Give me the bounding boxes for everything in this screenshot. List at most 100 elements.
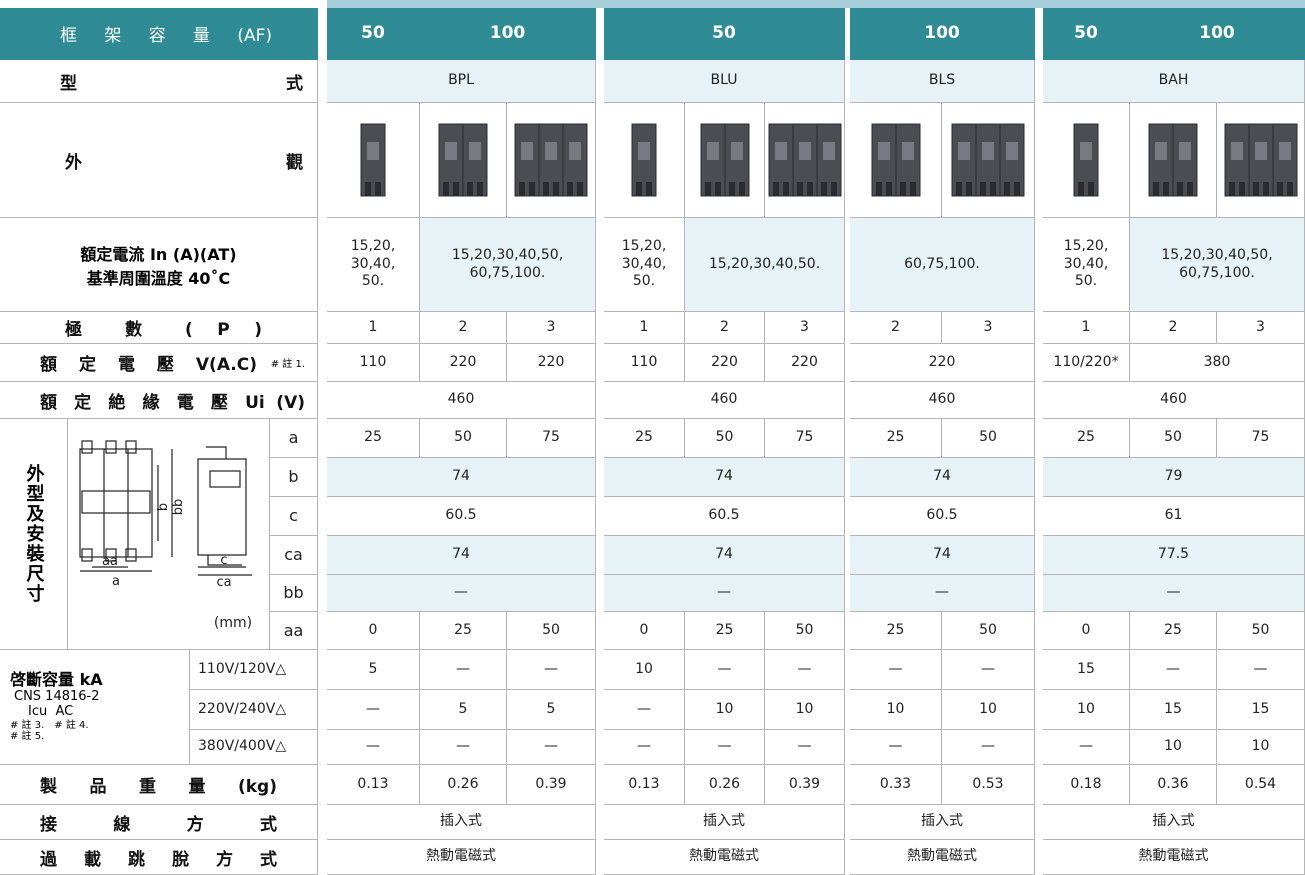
table-cell: 10 (1130, 730, 1217, 765)
breaker-icon (631, 123, 657, 197)
row-label: 額定電流 In (A)(AT) 基準周圍溫度 40˚C (0, 218, 318, 312)
table-cell: 100 (850, 8, 1035, 60)
table-cell: 0.13 (327, 765, 420, 805)
table-cell: 0.26 (420, 765, 507, 805)
row-label: 額 定 絶 緣 電 壓 Ui (V) (0, 382, 318, 419)
table-cell: 50 (327, 8, 420, 60)
table-cell: 75 (507, 419, 596, 458)
table-cell: 74 (604, 536, 845, 575)
table-cell: 60.5 (850, 497, 1035, 536)
table-cell: 380 (1130, 344, 1305, 382)
header-label-text: 框 架 容 量 (AF) (60, 26, 272, 46)
table-cell: 0.26 (685, 765, 765, 805)
diagram-label: ca (216, 575, 231, 590)
table-cell: 110 (604, 344, 685, 382)
breaker-icon (700, 123, 749, 197)
table-cell: 0.33 (850, 765, 942, 805)
table-cell: 熱動電磁式 (850, 840, 1035, 875)
table-cell: — (850, 650, 942, 690)
table-cell: 5 (327, 650, 420, 690)
table-cell: 75 (765, 419, 845, 458)
table-cell: — (604, 690, 685, 730)
table-cell: 220 (850, 344, 1035, 382)
table-cell: 25 (685, 612, 765, 650)
table-cell: 0.39 (765, 765, 845, 805)
notes: # 註 3. # 註 4. # 註 5. (10, 720, 100, 743)
breaker-icon (360, 123, 386, 197)
row-label-text: 極 數 ( P ) (65, 320, 262, 340)
row-label: 接 線 方 式 (0, 805, 318, 840)
row-label: 型 式 (0, 60, 318, 103)
table-cell: — (850, 575, 1035, 612)
table-cell: 74 (327, 536, 596, 575)
diagram-label: c (220, 553, 227, 568)
table-cell: 10 (942, 690, 1035, 730)
table-cell: 插入式 (1043, 805, 1305, 840)
table-cell: 60.5 (327, 497, 596, 536)
table-cell: 10 (685, 690, 765, 730)
note: # 註 5. (10, 731, 45, 743)
table-cell: 100 (1130, 8, 1305, 60)
row-label-text: 接 線 方 式 (40, 814, 277, 835)
diagram-label: aa (102, 554, 118, 569)
diagram-label: bb (171, 499, 186, 516)
breaker-icon (871, 123, 920, 197)
table-cell: 50 (1043, 8, 1130, 60)
table-cell: — (942, 730, 1035, 765)
row-label: 外 觀 (0, 103, 318, 218)
row-label-line: 額定電流 In (A)(AT) (80, 244, 237, 264)
table-cell: 插入式 (327, 805, 596, 840)
table-cell: 15 (1217, 690, 1305, 730)
table-cell: — (942, 650, 1035, 690)
table-cell: 460 (850, 382, 1035, 419)
voltage-label: 380V/400V△ (190, 730, 318, 765)
table-cell: — (327, 690, 420, 730)
table-cell: 2 (420, 312, 507, 344)
table-cell: 3 (942, 312, 1035, 344)
unit-label: (mm) (214, 615, 252, 631)
breaker-photo (327, 103, 420, 218)
table-cell: — (1043, 575, 1305, 612)
table-cell: 50 (507, 612, 596, 650)
table-cell: 0.36 (1130, 765, 1217, 805)
table-cell: — (1217, 650, 1305, 690)
table-cell: 75 (1217, 419, 1305, 458)
row-label-text: 製 品 重 量 (kg) (40, 777, 277, 797)
dimension-label: ca (270, 536, 318, 575)
diagram-label: a (112, 574, 120, 589)
table-cell: 110 (327, 344, 420, 382)
table-cell: 15,20, 30,40, 50. (327, 218, 420, 312)
icu: Icu AC (28, 703, 74, 719)
section-title: 外型及安裝尺寸 (0, 419, 68, 650)
row-label-text: 額 定 電 壓 V(A.C) (40, 355, 257, 375)
table-cell: 460 (327, 382, 596, 419)
table-cell: 0.54 (1217, 765, 1305, 805)
table-cell: BAH (1043, 60, 1305, 103)
table-cell: 110/220* (1043, 344, 1130, 382)
table-cell: — (685, 730, 765, 765)
table-cell: 0 (327, 612, 420, 650)
table-cell: 10 (604, 650, 685, 690)
table-cell: 10 (1217, 730, 1305, 765)
row-label-text: 過 載 跳 脫 方 式 (40, 849, 277, 870)
table-cell: 25 (420, 612, 507, 650)
breaker-icon (951, 123, 1025, 197)
note: # 註 4. (54, 719, 89, 731)
table-cell: — (1043, 730, 1130, 765)
breaker-photo (604, 103, 685, 218)
table-cell: — (604, 575, 845, 612)
table-cell: — (1130, 650, 1217, 690)
row-label-line: 基準周圍溫度 40˚C (86, 268, 231, 288)
breaker-icon (1073, 123, 1099, 197)
table-cell: 1 (327, 312, 420, 344)
header-label: 框 架 容 量 (AF) (0, 8, 318, 60)
table-cell: 5 (507, 690, 596, 730)
row-label: 過 載 跳 脫 方 式 (0, 840, 318, 875)
note: # 註 1. (270, 359, 305, 370)
table-cell: 50 (1130, 419, 1217, 458)
row-label-text: 額 定 絶 緣 電 壓 Ui (V) (40, 392, 305, 413)
voltage-label: 110V/120V△ (190, 650, 318, 690)
dimension-label: c (270, 497, 318, 536)
diagram-cell (68, 419, 270, 650)
